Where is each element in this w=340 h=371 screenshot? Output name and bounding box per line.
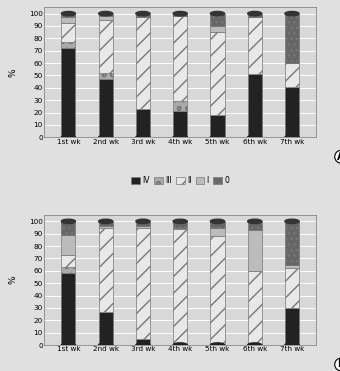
Text: B: B: [338, 359, 340, 370]
Text: A: A: [337, 152, 340, 162]
Bar: [136, 14, 150, 17]
Bar: [61, 42, 75, 48]
Bar: [285, 63, 299, 86]
Bar: [99, 312, 113, 345]
Bar: [61, 273, 75, 345]
Bar: [136, 17, 150, 109]
Ellipse shape: [248, 135, 262, 139]
Bar: [173, 111, 187, 137]
Bar: [210, 32, 224, 115]
Bar: [173, 101, 187, 111]
Bar: [173, 221, 187, 227]
Ellipse shape: [285, 343, 299, 347]
Bar: [173, 229, 187, 345]
Ellipse shape: [61, 135, 75, 139]
Ellipse shape: [136, 219, 150, 223]
Bar: [285, 308, 299, 345]
Bar: [99, 79, 113, 137]
Ellipse shape: [136, 12, 150, 16]
Ellipse shape: [99, 135, 113, 139]
Bar: [285, 221, 299, 265]
Ellipse shape: [210, 219, 224, 223]
Bar: [61, 267, 75, 273]
Bar: [210, 115, 224, 137]
Bar: [210, 236, 224, 345]
Ellipse shape: [136, 343, 150, 347]
Bar: [136, 226, 150, 227]
Bar: [99, 226, 113, 227]
Bar: [61, 221, 75, 235]
Bar: [99, 221, 113, 226]
Bar: [99, 227, 113, 312]
Bar: [61, 48, 75, 137]
Ellipse shape: [61, 343, 75, 347]
Ellipse shape: [285, 219, 299, 223]
Ellipse shape: [248, 12, 262, 16]
Bar: [61, 235, 75, 255]
Ellipse shape: [173, 135, 187, 139]
Bar: [61, 14, 75, 17]
Legend: IV, III, II, I, 0: IV, III, II, I, 0: [128, 173, 232, 188]
Bar: [248, 17, 262, 74]
Bar: [136, 109, 150, 137]
Bar: [248, 74, 262, 137]
Ellipse shape: [210, 343, 224, 347]
Ellipse shape: [210, 135, 224, 139]
Ellipse shape: [99, 12, 113, 16]
Bar: [285, 14, 299, 63]
Bar: [173, 16, 187, 101]
Bar: [173, 14, 187, 16]
Bar: [285, 86, 299, 137]
Ellipse shape: [61, 12, 75, 16]
Bar: [99, 16, 113, 20]
Ellipse shape: [248, 219, 262, 223]
Bar: [285, 265, 299, 268]
Ellipse shape: [173, 12, 187, 16]
Ellipse shape: [285, 12, 299, 16]
Bar: [136, 339, 150, 345]
Ellipse shape: [285, 135, 299, 139]
Bar: [210, 221, 224, 227]
Bar: [210, 227, 224, 236]
Bar: [136, 227, 150, 339]
Bar: [210, 26, 224, 32]
Bar: [99, 14, 113, 16]
Bar: [248, 230, 262, 271]
Bar: [61, 255, 75, 267]
Ellipse shape: [248, 343, 262, 347]
Bar: [173, 227, 187, 229]
Ellipse shape: [99, 343, 113, 347]
Y-axis label: %: %: [8, 276, 17, 285]
Bar: [61, 23, 75, 42]
Bar: [99, 20, 113, 73]
Ellipse shape: [99, 219, 113, 223]
Bar: [248, 271, 262, 345]
Bar: [248, 221, 262, 230]
Ellipse shape: [173, 219, 187, 223]
Bar: [285, 268, 299, 308]
Y-axis label: %: %: [8, 68, 17, 77]
Ellipse shape: [61, 219, 75, 223]
Bar: [136, 221, 150, 226]
Ellipse shape: [136, 135, 150, 139]
Ellipse shape: [173, 343, 187, 347]
Bar: [210, 14, 224, 26]
Bar: [99, 73, 113, 79]
Ellipse shape: [210, 12, 224, 16]
Bar: [248, 14, 262, 17]
Bar: [61, 17, 75, 23]
